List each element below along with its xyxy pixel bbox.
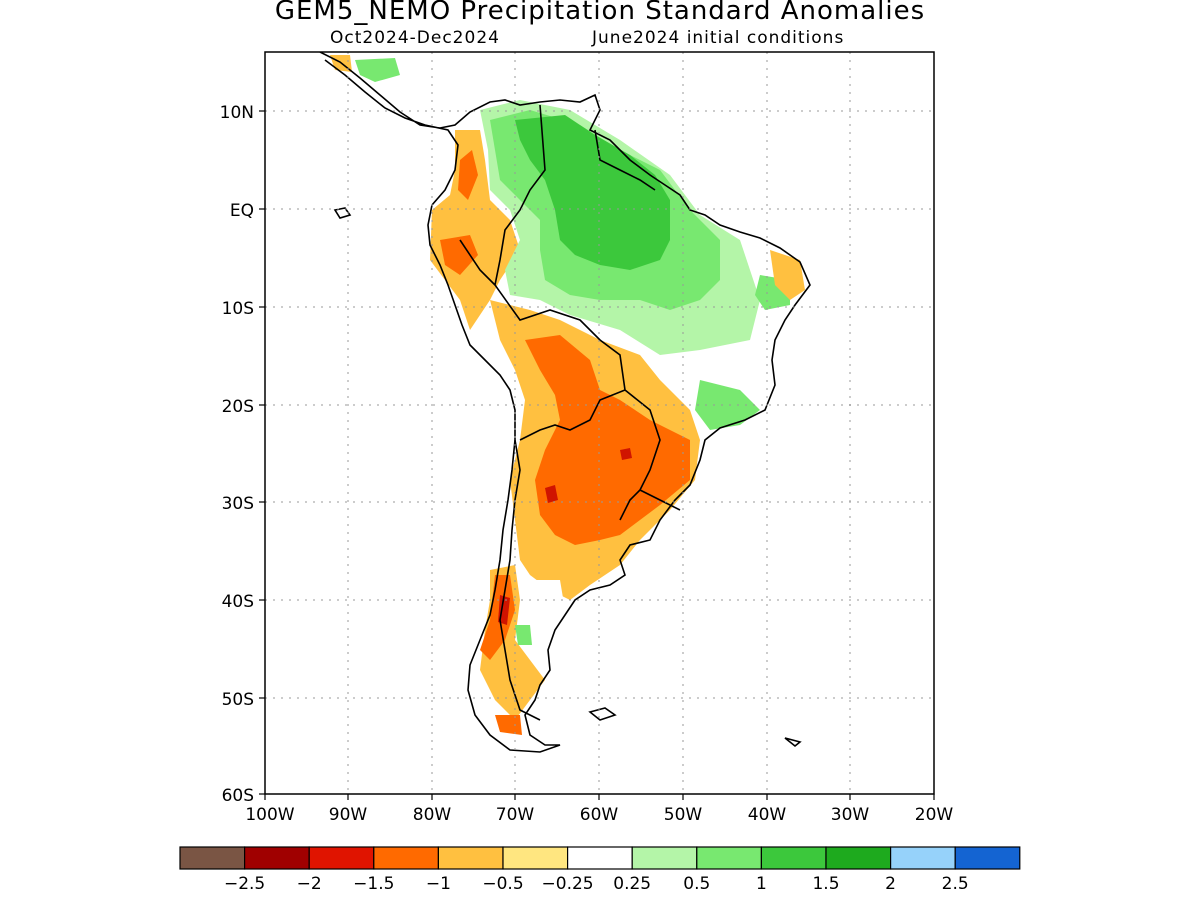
colorbar-label: −0.25 <box>542 874 594 894</box>
anomaly-fields <box>320 52 810 752</box>
coastlines <box>319 52 811 753</box>
colorbar-swatch <box>889 846 956 870</box>
x-tick-label: 40W <box>748 805 787 825</box>
anomaly-orange-northeast <box>770 250 805 300</box>
anomaly-dark-orange-chile <box>480 575 515 660</box>
colorbar-label: 1 <box>756 874 767 894</box>
map-title: GEM5_NEMO Precipitation Standard Anomali… <box>274 0 926 26</box>
colorbar-swatch <box>502 846 569 870</box>
y-tick-label: 30S <box>222 494 254 514</box>
x-tick-label: 80W <box>413 805 452 825</box>
anomaly-dark-green-north <box>515 115 670 270</box>
islands-south-georgia <box>784 737 802 748</box>
colorbar-label: 0.25 <box>613 874 651 894</box>
x-tick-label: 100W <box>245 805 294 825</box>
colorbar-swatch <box>760 846 827 870</box>
x-tick-label: 60W <box>580 805 619 825</box>
colorbar-label: −1.5 <box>353 874 394 894</box>
colorbar-swatch <box>566 846 633 870</box>
anomaly-dark-orange-central <box>525 335 690 545</box>
anomaly-dark-orange-tip <box>495 715 522 735</box>
x-tick-label: 90W <box>329 805 368 825</box>
colorbar-label: −2.5 <box>224 874 265 894</box>
y-tick-label: EQ <box>230 201 254 221</box>
islands-falklands <box>588 707 617 721</box>
colorbar-swatch <box>825 846 892 870</box>
colorbar-label: 2 <box>885 874 896 894</box>
initial-conditions: June2024 initial conditions <box>592 28 845 48</box>
y-tick-label: 20S <box>222 397 254 417</box>
country-borders <box>459 104 681 721</box>
anomaly-green-patagonia <box>515 625 532 645</box>
colorbar-swatch <box>373 846 439 870</box>
anomaly-green-southeast <box>695 380 760 430</box>
colorbar-swatch <box>954 846 1021 870</box>
anomaly-dark-orange-colombia <box>458 150 478 200</box>
anomaly-orange-north-andes <box>430 130 520 330</box>
y-tick-label: 60S <box>222 786 254 806</box>
colorbar-label: 1.5 <box>812 874 839 894</box>
colorbar-label: 2.5 <box>942 874 969 894</box>
colorbar-label: −1 <box>426 874 451 894</box>
colorbar-label: 0.5 <box>683 874 710 894</box>
x-tick-label: 30W <box>831 805 870 825</box>
islands-galapagos <box>333 207 352 219</box>
colorbar-swatch <box>696 846 762 870</box>
colorbar-swatch <box>437 846 504 870</box>
colorbar-label: −2 <box>297 874 322 894</box>
colorbar-label: −0.5 <box>482 874 523 894</box>
anomaly-green-central-america <box>355 58 400 82</box>
anomaly-red-spots <box>545 448 632 503</box>
colorbar-swatch <box>179 846 246 870</box>
y-tick-label: 40S <box>222 592 254 612</box>
y-tick-label: 50S <box>222 690 254 710</box>
colorbar-swatch <box>308 846 375 870</box>
x-tick-label: 50W <box>664 805 703 825</box>
x-tick-label: 20W <box>915 805 954 825</box>
x-tick-label: 70W <box>496 805 535 825</box>
y-tick-label: 10S <box>222 299 254 319</box>
colorbar-swatch <box>631 846 698 870</box>
colorbar-legend: −2.5 −2 −1.5 −1 −0.5 −0.25 0.25 0.5 1 1.5 2 2.5 <box>179 846 1021 894</box>
south-america-coastline <box>319 52 811 753</box>
anomaly-dark-orange-ecuador <box>440 235 478 275</box>
colorbar-swatch <box>244 846 310 870</box>
tick-marks <box>259 110 935 800</box>
y-tick-label: 10N <box>220 103 254 123</box>
forecast-period: Oct2024-Dec2024 <box>330 28 500 48</box>
